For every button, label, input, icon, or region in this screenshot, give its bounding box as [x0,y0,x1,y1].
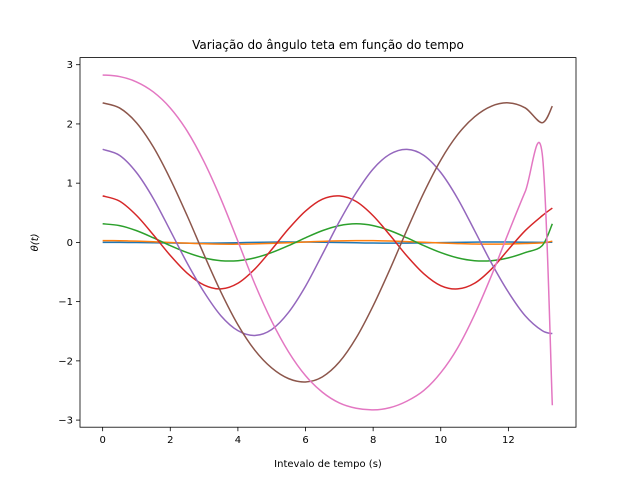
series-line-5 [102,148,553,337]
x-axis-label: Intevalo de tempo (s) [274,459,382,470]
x-tick-label: 10 [434,435,447,446]
series-line-6 [102,102,553,383]
y-axis-label: θ(t) [30,233,41,251]
plot-frame [79,57,577,428]
series-layer [102,74,554,411]
y-tick-label: 1 [67,179,73,190]
y-tick-label: 2 [67,119,73,130]
series-line-7 [102,74,554,411]
y-tick-label: 3 [67,60,73,71]
series-line-3 [102,223,554,262]
y-tick-label: 0 [67,238,73,249]
x-tick-label: 6 [302,435,308,446]
x-tick-label: 4 [235,435,241,446]
x-tick-label: 8 [370,435,376,446]
y-tick-label: −2 [58,356,73,367]
x-tick-label: 12 [502,435,515,446]
chart-title: Variação do ângulo teta em função do tem… [192,38,464,52]
y-tick-label: −1 [58,297,73,308]
y-tick-label: −3 [58,416,73,427]
series-line-2 [102,239,553,245]
series-line-4 [102,195,553,290]
x-tick-label: 0 [99,435,105,446]
x-tick-label: 2 [167,435,173,446]
